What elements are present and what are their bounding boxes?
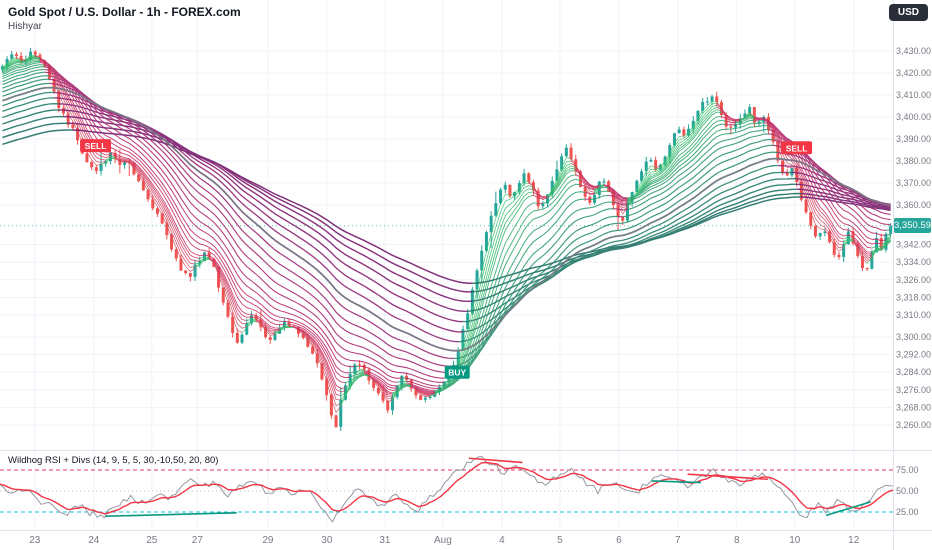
svg-text:3,334.00: 3,334.00 bbox=[896, 257, 931, 267]
svg-text:3,292.00: 3,292.00 bbox=[896, 350, 931, 360]
svg-text:24: 24 bbox=[88, 535, 100, 546]
svg-text:BUY: BUY bbox=[448, 368, 466, 378]
svg-text:3,300.00: 3,300.00 bbox=[896, 332, 931, 342]
bearish-divergence-line bbox=[687, 473, 769, 481]
rsi-indicator-pane[interactable] bbox=[0, 455, 893, 523]
bullish-divergence-line bbox=[825, 501, 871, 517]
svg-text:3,370.00: 3,370.00 bbox=[896, 178, 931, 188]
svg-text:25.00: 25.00 bbox=[896, 507, 919, 517]
bullish-divergence-line bbox=[651, 480, 702, 484]
svg-text:3,380.00: 3,380.00 bbox=[896, 156, 931, 166]
currency-toggle-button[interactable]: USD bbox=[888, 4, 928, 21]
svg-text:4: 4 bbox=[499, 535, 505, 546]
svg-text:6: 6 bbox=[616, 535, 622, 546]
svg-text:3,342.00: 3,342.00 bbox=[896, 240, 931, 250]
svg-text:29: 29 bbox=[262, 535, 274, 546]
svg-text:3,390.00: 3,390.00 bbox=[896, 134, 931, 144]
svg-text:23: 23 bbox=[29, 535, 41, 546]
sell-marker: SELL bbox=[80, 139, 112, 153]
svg-text:5: 5 bbox=[557, 535, 563, 546]
svg-text:3,400.00: 3,400.00 bbox=[896, 112, 931, 122]
svg-text:7: 7 bbox=[675, 535, 681, 546]
svg-text:SELL: SELL bbox=[786, 143, 808, 153]
svg-text:50.00: 50.00 bbox=[896, 486, 919, 496]
svg-text:3,310.00: 3,310.00 bbox=[896, 310, 931, 320]
svg-text:SELL: SELL bbox=[85, 141, 107, 151]
svg-text:3,410.00: 3,410.00 bbox=[896, 90, 931, 100]
time-axis-labels[interactable]: 23 24 25 27 29 30 31 Aug 4 5 6 7 8 10 12 bbox=[29, 535, 859, 546]
svg-text:3,276.00: 3,276.00 bbox=[896, 385, 931, 395]
svg-text:75.00: 75.00 bbox=[896, 465, 919, 475]
svg-text:3,318.00: 3,318.00 bbox=[896, 292, 931, 302]
svg-text:3,420.00: 3,420.00 bbox=[896, 68, 931, 78]
bearish-divergence-line bbox=[468, 457, 523, 464]
svg-text:31: 31 bbox=[379, 535, 391, 546]
indicator-axis-labels[interactable]: 75.00 50.00 25.00 bbox=[896, 465, 919, 517]
sell-marker: SELL bbox=[781, 141, 813, 155]
svg-text:10: 10 bbox=[789, 535, 801, 546]
bullish-divergence-line bbox=[105, 512, 237, 517]
svg-text:3,430.00: 3,430.00 bbox=[896, 46, 931, 56]
buy-marker: BUY bbox=[444, 365, 470, 379]
last-price-badge: 3,350.59 bbox=[894, 217, 931, 233]
indicator-legend[interactable]: Wildhog RSI + Divs (14, 9, 5, 5, 30,-10,… bbox=[8, 455, 219, 466]
svg-text:8: 8 bbox=[734, 535, 740, 546]
signal-markers: SELL BUY SELL bbox=[80, 139, 813, 379]
svg-text:12: 12 bbox=[848, 535, 860, 546]
svg-text:25: 25 bbox=[146, 535, 158, 546]
ma-ribbon-layer bbox=[2, 54, 891, 414]
svg-text:3,360.00: 3,360.00 bbox=[896, 200, 931, 210]
rsi-signal-line bbox=[0, 461, 893, 515]
svg-text:30: 30 bbox=[321, 535, 333, 546]
svg-text:3,268.00: 3,268.00 bbox=[896, 402, 931, 412]
rsi-line bbox=[0, 455, 893, 523]
svg-text:27: 27 bbox=[192, 535, 204, 546]
svg-text:3,326.00: 3,326.00 bbox=[896, 275, 931, 285]
svg-text:3,284.00: 3,284.00 bbox=[896, 367, 931, 377]
price-axis-labels[interactable]: 3,430.00 3,420.00 3,410.00 3,400.00 3,390.00… bbox=[896, 46, 931, 430]
svg-text:3,260.00: 3,260.00 bbox=[896, 420, 931, 430]
gray-ma-line bbox=[2, 86, 891, 352]
svg-text:Aug: Aug bbox=[434, 535, 452, 546]
